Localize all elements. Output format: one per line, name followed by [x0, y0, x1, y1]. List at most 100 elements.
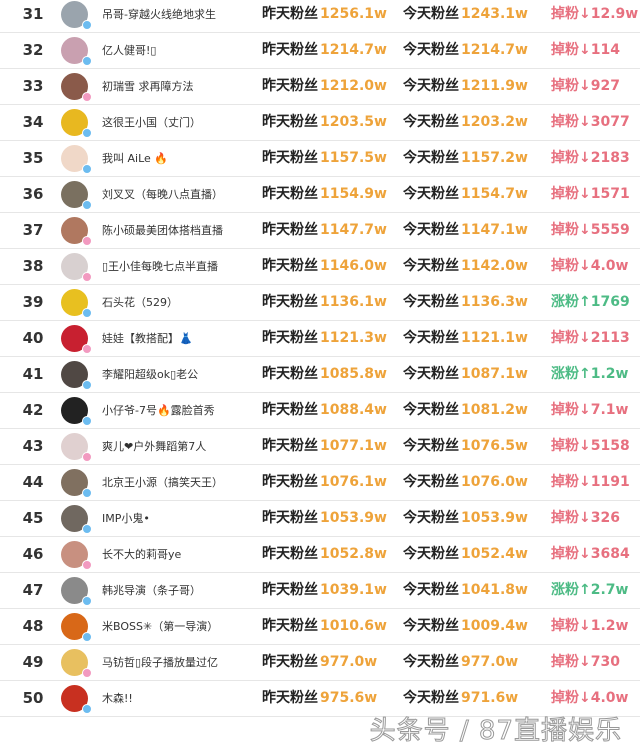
streamer-name[interactable]: 李耀阳超级ok▯老公: [102, 368, 199, 381]
today-fans: 1136.3w: [461, 294, 528, 310]
today-label: 今天粉丝: [403, 6, 459, 22]
today-label: 今天粉丝: [403, 510, 459, 526]
yesterday-fans: 1146.0w: [320, 258, 387, 274]
ranking-row: 35 我叫 AiLe 🔥 昨天粉丝 1157.5w 今天粉丝 1157.2w 掉粉↓2183: [0, 141, 640, 177]
change-value: 3077: [590, 114, 630, 130]
streamer-name[interactable]: 刘叉叉（每晚八点直播）: [102, 188, 223, 201]
rank-number: 35: [22, 149, 44, 167]
yesterday-label: 昨天粉丝: [262, 438, 318, 454]
fan-change: 涨粉↑1769: [551, 285, 630, 320]
rank-number: 47: [22, 581, 44, 599]
today-fans: 1243.1w: [461, 6, 528, 22]
fan-change: 掉粉↓4.0w: [551, 681, 628, 716]
change-value: 2.7w: [590, 582, 629, 598]
today-fans: 1009.4w: [461, 618, 528, 634]
streamer-name[interactable]: 娃娃【教搭配】👗: [102, 332, 193, 345]
streamer-name[interactable]: 初瑞雪 求再障方法: [102, 80, 194, 93]
streamer-name[interactable]: 韩兆导演（条子哥）: [102, 584, 201, 597]
streamer-name[interactable]: ▯王小佳每晚七点半直播: [102, 260, 219, 273]
fan-change: 掉粉↓7.1w: [551, 393, 628, 428]
change-value: 4.0w: [590, 690, 629, 706]
verified-badge-icon: [82, 560, 92, 570]
today-label: 今天粉丝: [403, 78, 459, 94]
change-label: 掉粉↓: [551, 690, 591, 706]
ranking-row: 46 长不大的莉哥ye 昨天粉丝 1052.8w 今天粉丝 1052.4w 掉粉↓3684: [0, 537, 640, 573]
fan-change: 掉粉↓1.2w: [551, 609, 628, 644]
streamer-name[interactable]: 马钫哲▯段子播放量过亿: [102, 656, 219, 669]
yesterday-label: 昨天粉丝: [262, 258, 318, 274]
change-label: 掉粉↓: [551, 438, 591, 454]
yesterday-fans: 1010.6w: [320, 618, 387, 634]
yesterday-fans: 1053.9w: [320, 510, 387, 526]
streamer-name[interactable]: 小仔爷-7号🔥露脸首秀: [102, 404, 215, 417]
change-value: 1.2w: [590, 618, 629, 634]
today-label: 今天粉丝: [403, 366, 459, 382]
streamer-name[interactable]: 爽儿❤户外舞蹈第7人: [102, 440, 207, 453]
yesterday-label: 昨天粉丝: [262, 546, 318, 562]
ranking-row: 39 石头花（529） 昨天粉丝 1136.1w 今天粉丝 1136.3w 涨粉↑1769: [0, 285, 640, 321]
fan-change: 掉粉↓114: [551, 33, 620, 68]
ranking-row: 42 小仔爷-7号🔥露脸首秀 昨天粉丝 1088.4w 今天粉丝 1081.2w 掉粉↓7.…: [0, 393, 640, 429]
today-label: 今天粉丝: [403, 186, 459, 202]
ranking-row: 33 初瑞雪 求再障方法 昨天粉丝 1212.0w 今天粉丝 1211.9w 掉粉↓927: [0, 69, 640, 105]
rank-number: 41: [22, 365, 44, 383]
yesterday-fans: 1212.0w: [320, 78, 387, 94]
change-value: 1191: [590, 474, 630, 490]
verified-badge-icon: [82, 92, 92, 102]
fan-change: 掉粉↓3077: [551, 105, 630, 140]
streamer-name[interactable]: 这很王小国（丈门）: [102, 116, 201, 129]
change-label: 涨粉↑: [551, 366, 591, 382]
fan-change: 涨粉↑2.7w: [551, 573, 628, 608]
yesterday-label: 昨天粉丝: [262, 690, 318, 706]
yesterday-label: 昨天粉丝: [262, 42, 318, 58]
change-label: 掉粉↓: [551, 6, 591, 22]
change-label: 掉粉↓: [551, 42, 591, 58]
today-label: 今天粉丝: [403, 690, 459, 706]
ranking-row: 44 北京王小源（搞笑天王） 昨天粉丝 1076.1w 今天粉丝 1076.0w 掉粉↓11…: [0, 465, 640, 501]
yesterday-label: 昨天粉丝: [262, 330, 318, 346]
yesterday-label: 昨天粉丝: [262, 6, 318, 22]
yesterday-label: 昨天粉丝: [262, 150, 318, 166]
today-fans: 1214.7w: [461, 42, 528, 58]
streamer-name[interactable]: 北京王小源（搞笑天王）: [102, 476, 223, 489]
streamer-name[interactable]: 长不大的莉哥ye: [102, 548, 182, 561]
streamer-name[interactable]: 亿人健哥!▯: [102, 44, 157, 57]
verified-badge-icon: [82, 452, 92, 462]
ranking-row: 45 IMP小鬼• 昨天粉丝 1053.9w 今天粉丝 1053.9w 掉粉↓326: [0, 501, 640, 537]
streamer-name[interactable]: 我叫 AiLe 🔥: [102, 152, 168, 165]
yesterday-fans: 1121.3w: [320, 330, 387, 346]
today-label: 今天粉丝: [403, 222, 459, 238]
change-value: 12.9w: [590, 6, 639, 22]
streamer-name[interactable]: 米BOSS✳（第一导演）: [102, 620, 219, 633]
change-value: 5559: [590, 222, 630, 238]
change-label: 掉粉↓: [551, 186, 591, 202]
streamer-name[interactable]: 陈小硕最美团体搭档直播: [102, 224, 223, 237]
streamer-name[interactable]: 石头花（529）: [102, 296, 178, 309]
today-label: 今天粉丝: [403, 546, 459, 562]
today-label: 今天粉丝: [403, 654, 459, 670]
verified-badge-icon: [82, 272, 92, 282]
ranking-row: 38 ▯王小佳每晚七点半直播 昨天粉丝 1146.0w 今天粉丝 1142.0w 掉粉↓4.…: [0, 249, 640, 285]
rank-number: 32: [22, 41, 44, 59]
change-value: 1571: [590, 186, 630, 202]
yesterday-fans: 1088.4w: [320, 402, 387, 418]
yesterday-fans: 1147.7w: [320, 222, 387, 238]
fan-change: 掉粉↓5158: [551, 429, 630, 464]
watermark: 头条号 / 87直播娱乐: [369, 716, 622, 746]
streamer-name[interactable]: 木森!!: [102, 692, 133, 705]
ranking-row: 43 爽儿❤户外舞蹈第7人 昨天粉丝 1077.1w 今天粉丝 1076.5w 掉粉↓515…: [0, 429, 640, 465]
streamer-name[interactable]: 吊哥-穿越火线绝地求生: [102, 8, 216, 21]
rank-number: 31: [22, 5, 44, 23]
yesterday-label: 昨天粉丝: [262, 366, 318, 382]
fan-change: 掉粉↓2113: [551, 321, 630, 356]
today-fans: 1157.2w: [461, 150, 528, 166]
today-label: 今天粉丝: [403, 42, 459, 58]
today-fans: 1053.9w: [461, 510, 528, 526]
change-label: 掉粉↓: [551, 618, 591, 634]
verified-badge-icon: [82, 164, 92, 174]
today-fans: 1087.1w: [461, 366, 528, 382]
fan-change: 掉粉↓927: [551, 69, 620, 104]
fan-change: 掉粉↓1571: [551, 177, 630, 212]
ranking-row: 40 娃娃【教搭配】👗 昨天粉丝 1121.3w 今天粉丝 1121.1w 掉粉↓2113: [0, 321, 640, 357]
streamer-name[interactable]: IMP小鬼•: [102, 512, 150, 525]
